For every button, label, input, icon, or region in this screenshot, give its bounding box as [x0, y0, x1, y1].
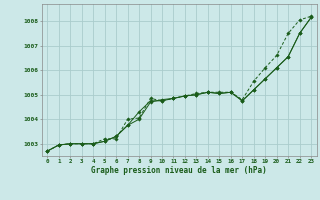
- X-axis label: Graphe pression niveau de la mer (hPa): Graphe pression niveau de la mer (hPa): [91, 166, 267, 175]
